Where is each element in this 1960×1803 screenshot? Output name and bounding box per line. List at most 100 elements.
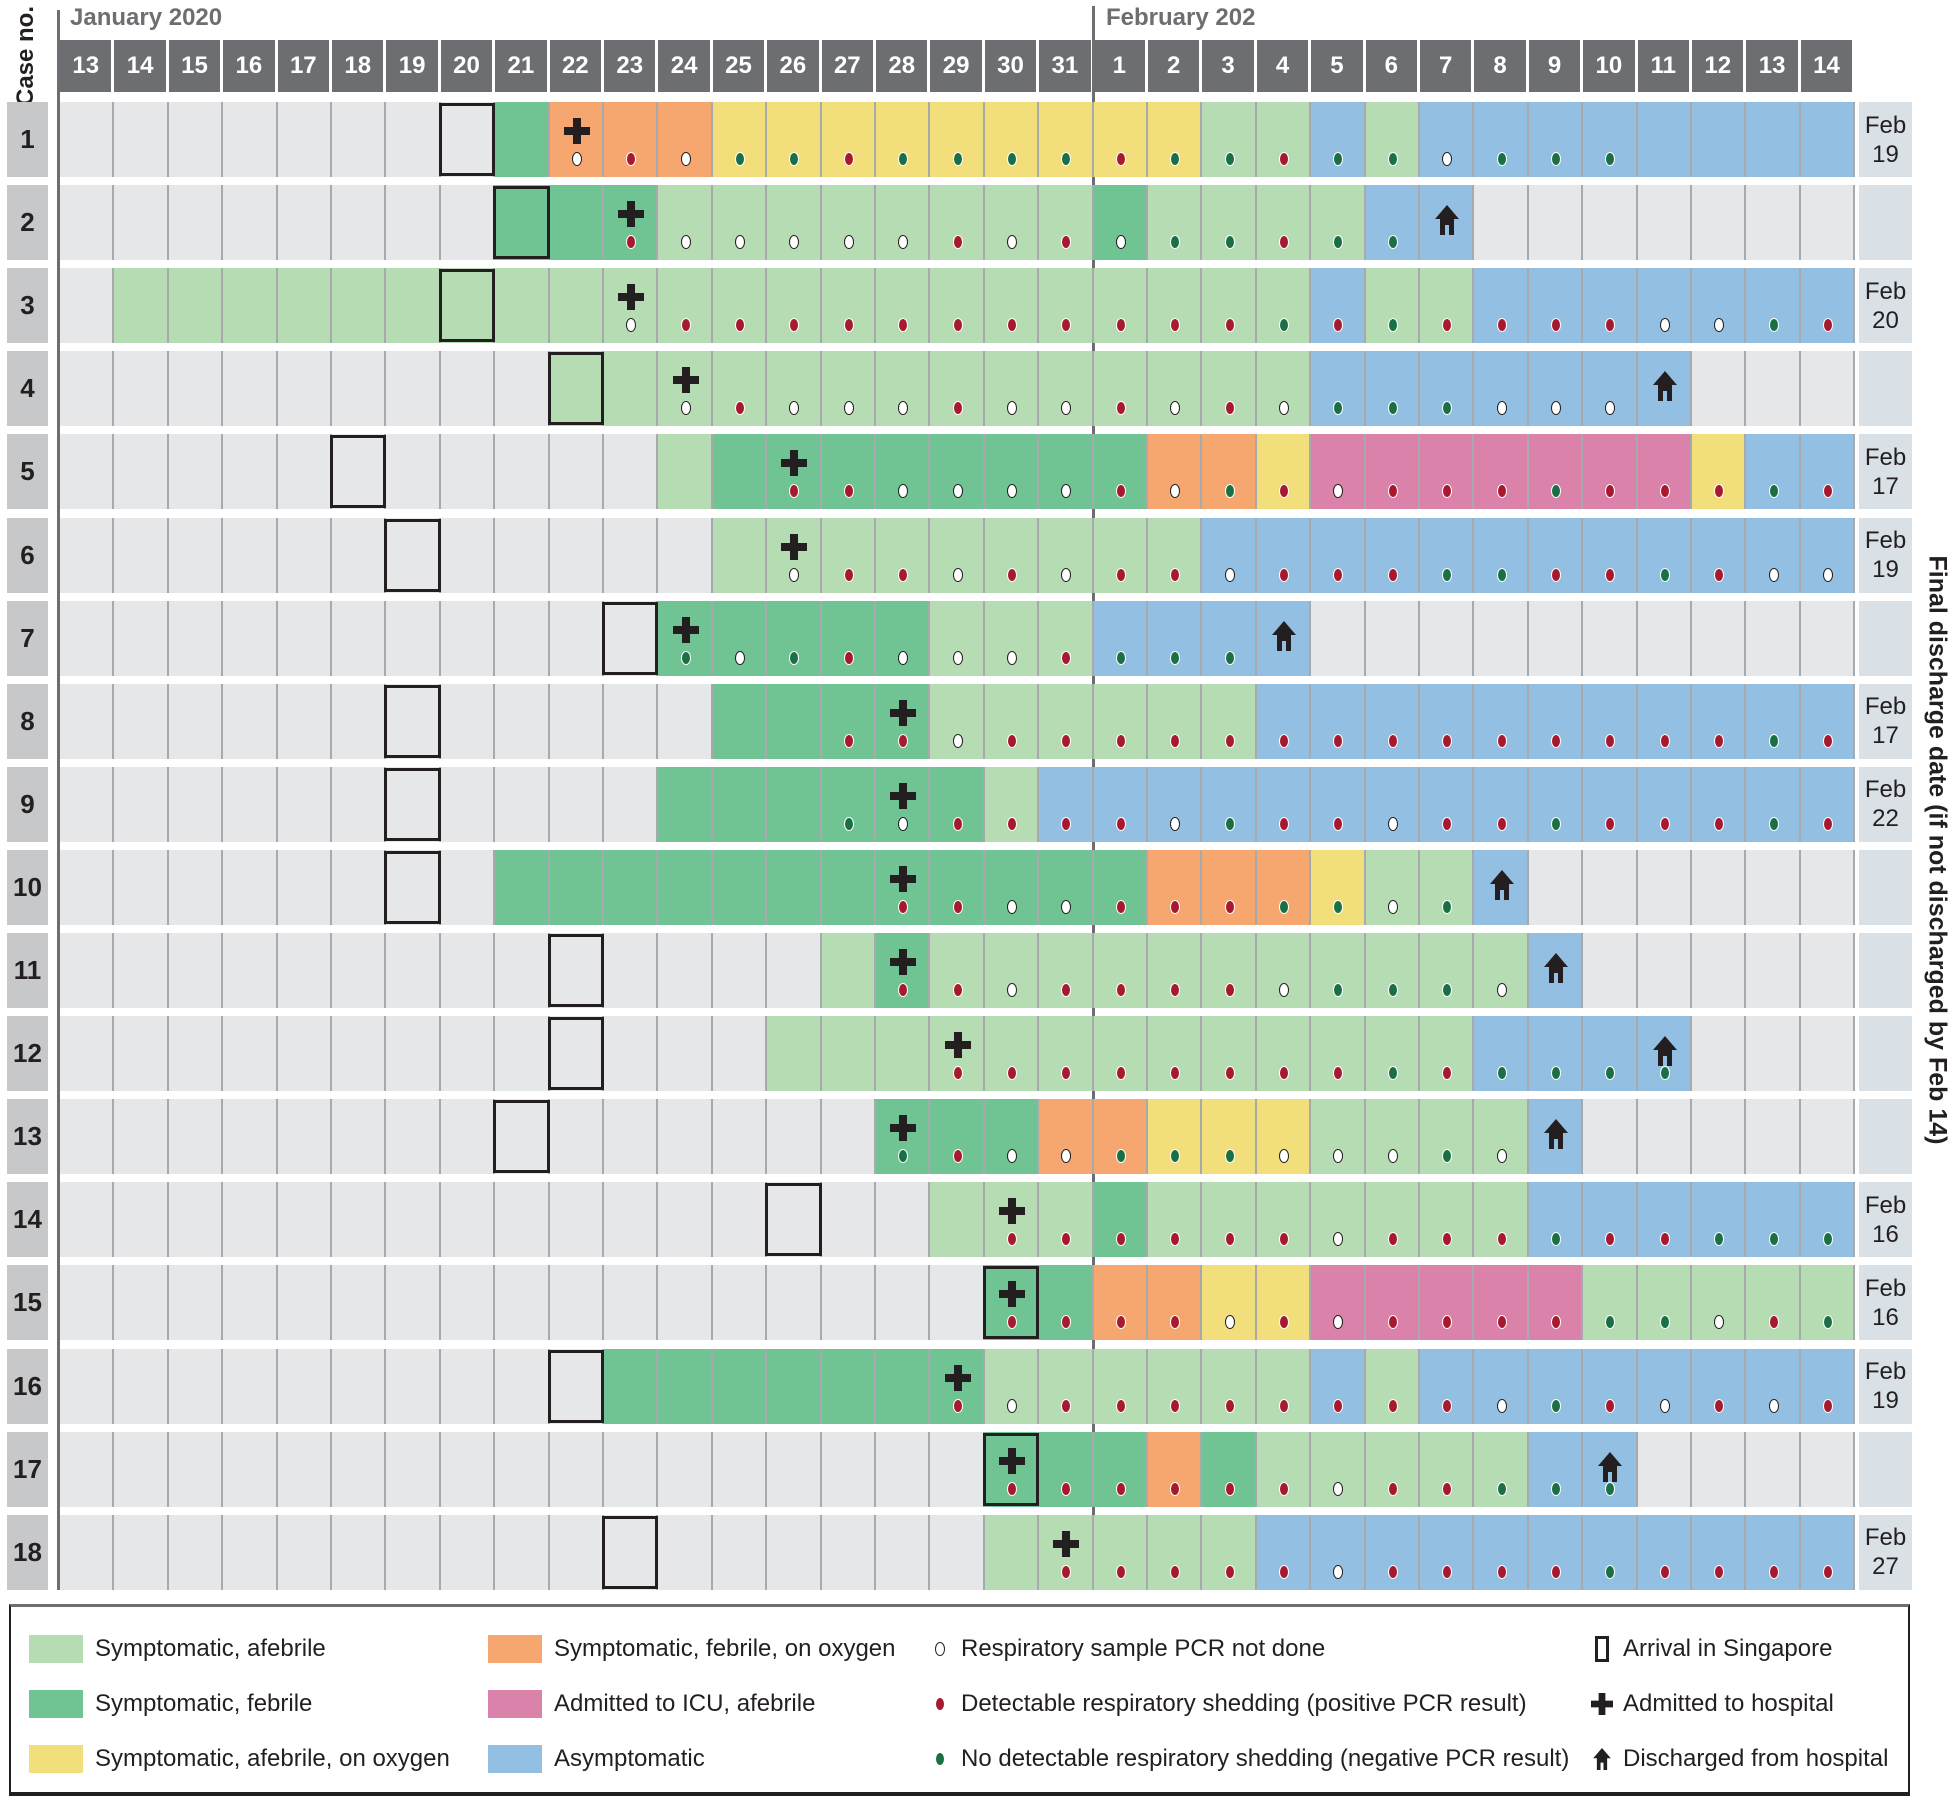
pcr-not-done-dot bbox=[789, 567, 800, 582]
final-discharge-month: Feb bbox=[1864, 527, 1907, 554]
pcr-positive-dot bbox=[1170, 899, 1181, 914]
legend-item-febrile: Symptomatic, febrile bbox=[29, 1690, 312, 1718]
pcr-positive-dot bbox=[1333, 733, 1344, 748]
legend-label: Symptomatic, febrile bbox=[95, 1690, 313, 1717]
day-cell bbox=[876, 1514, 931, 1590]
day-cell bbox=[658, 517, 713, 593]
day-cell bbox=[277, 600, 332, 676]
day-cell bbox=[223, 600, 278, 676]
final-discharge-date bbox=[1859, 1016, 1912, 1092]
pcr-positive-dot bbox=[952, 1149, 963, 1164]
day-cell bbox=[984, 351, 1040, 427]
pcr-not-done-dot bbox=[1823, 567, 1833, 582]
pcr-negative-dot bbox=[1387, 983, 1398, 997]
pcr-not-done-dot bbox=[952, 484, 963, 499]
day-cell bbox=[1311, 1265, 1366, 1341]
day-cell bbox=[1148, 351, 1203, 427]
pcr-positive-dot bbox=[1823, 1398, 1833, 1413]
day-cell bbox=[549, 1099, 604, 1175]
pcr-positive-dot bbox=[1823, 816, 1833, 831]
day-cell bbox=[332, 1099, 387, 1175]
day-cell bbox=[1800, 434, 1856, 510]
pcr-positive-dot bbox=[1224, 983, 1235, 997]
pcr-positive-dot bbox=[1279, 1564, 1289, 1579]
pcr-negative-dot bbox=[1768, 318, 1779, 333]
day-cell bbox=[876, 434, 931, 510]
day-cell bbox=[1746, 185, 1801, 261]
pcr-positive-dot bbox=[1279, 1481, 1289, 1496]
pcr-positive-dot bbox=[1224, 1398, 1235, 1413]
legend-swatch bbox=[488, 1635, 542, 1663]
final-discharge-day: 22 bbox=[1872, 805, 1899, 833]
day-cell bbox=[60, 1182, 115, 1258]
day-cell bbox=[1093, 683, 1148, 759]
day-cell bbox=[984, 102, 1040, 177]
day-cell bbox=[1746, 351, 1801, 427]
pcr-negative-dot bbox=[1768, 733, 1779, 748]
day-cell bbox=[60, 1016, 115, 1092]
pcr-negative-dot bbox=[1551, 484, 1561, 499]
pcr-negative-dot bbox=[1551, 1481, 1561, 1496]
pcr-positive-dot bbox=[1170, 1232, 1181, 1247]
case-number: 13 bbox=[7, 1099, 48, 1175]
day-cell bbox=[821, 1431, 876, 1507]
day-cell bbox=[1800, 1016, 1856, 1092]
day-cell bbox=[1637, 849, 1692, 925]
day-cell bbox=[604, 1348, 659, 1424]
day-cell bbox=[223, 1265, 278, 1341]
pcr-not-done-dot bbox=[1333, 1481, 1344, 1496]
pcr-positive-dot bbox=[1714, 567, 1725, 582]
day-cell bbox=[440, 185, 496, 261]
day-cell bbox=[332, 600, 387, 676]
pcr-negative-dot bbox=[898, 1149, 909, 1164]
house-icon bbox=[1591, 1746, 1613, 1772]
case-number: 5 bbox=[7, 434, 48, 510]
day-cell bbox=[495, 1348, 550, 1424]
pcr-positive-dot bbox=[1061, 1315, 1072, 1330]
day-header-jan-16: 16 bbox=[223, 40, 278, 92]
pcr-negative-dot bbox=[1659, 1315, 1670, 1330]
day-cell bbox=[1800, 1514, 1856, 1590]
pcr-not-done-dot bbox=[1714, 318, 1725, 333]
day-cell bbox=[821, 1514, 876, 1590]
day-cell bbox=[1800, 600, 1856, 676]
day-cell bbox=[1746, 1099, 1801, 1175]
pcr-positive-dot bbox=[1605, 567, 1616, 582]
pcr-not-done-dot bbox=[1659, 318, 1670, 333]
day-cell bbox=[440, 1431, 496, 1507]
pcr-positive-dot bbox=[1496, 816, 1507, 831]
day-cell bbox=[1420, 1265, 1475, 1341]
pcr-not-done-dot bbox=[1279, 983, 1289, 997]
pcr-positive-dot bbox=[1224, 1232, 1235, 1247]
pcr-positive-dot bbox=[1279, 1066, 1289, 1081]
day-cell bbox=[277, 766, 332, 842]
pcr-positive-dot bbox=[1279, 1398, 1289, 1413]
pcr-negative-dot bbox=[1605, 1564, 1616, 1579]
day-header-jan-21: 21 bbox=[495, 40, 550, 92]
day-cell bbox=[332, 1348, 387, 1424]
day-cell bbox=[114, 1348, 169, 1424]
plus-icon bbox=[1053, 1530, 1080, 1557]
day-cell bbox=[712, 351, 768, 427]
day-cell bbox=[767, 933, 822, 1008]
pcr-not-done-dot bbox=[1333, 1149, 1344, 1164]
pcr-positive-dot bbox=[1170, 983, 1181, 997]
pcr-negative-dot bbox=[1442, 983, 1453, 997]
day-header-jan-31: 31 bbox=[1039, 40, 1094, 92]
day-cell bbox=[223, 1182, 278, 1258]
pcr-negative-dot bbox=[1768, 484, 1779, 499]
pcr-positive-dot bbox=[898, 567, 909, 582]
day-cell bbox=[876, 1016, 931, 1092]
pcr-negative-dot bbox=[1170, 235, 1181, 250]
day-cell bbox=[1637, 102, 1692, 177]
day-cell bbox=[277, 1348, 332, 1424]
pcr-positive-dot bbox=[626, 152, 637, 166]
day-cell bbox=[1800, 517, 1856, 593]
day-cell bbox=[440, 1265, 496, 1341]
pcr-positive-dot bbox=[1496, 1232, 1507, 1247]
day-cell bbox=[1637, 434, 1692, 510]
pcr-not-done-dot bbox=[1333, 1564, 1344, 1579]
day-header-jan-18: 18 bbox=[332, 40, 387, 92]
pcr-negative-dot bbox=[1115, 650, 1126, 665]
day-cell bbox=[168, 1265, 224, 1341]
